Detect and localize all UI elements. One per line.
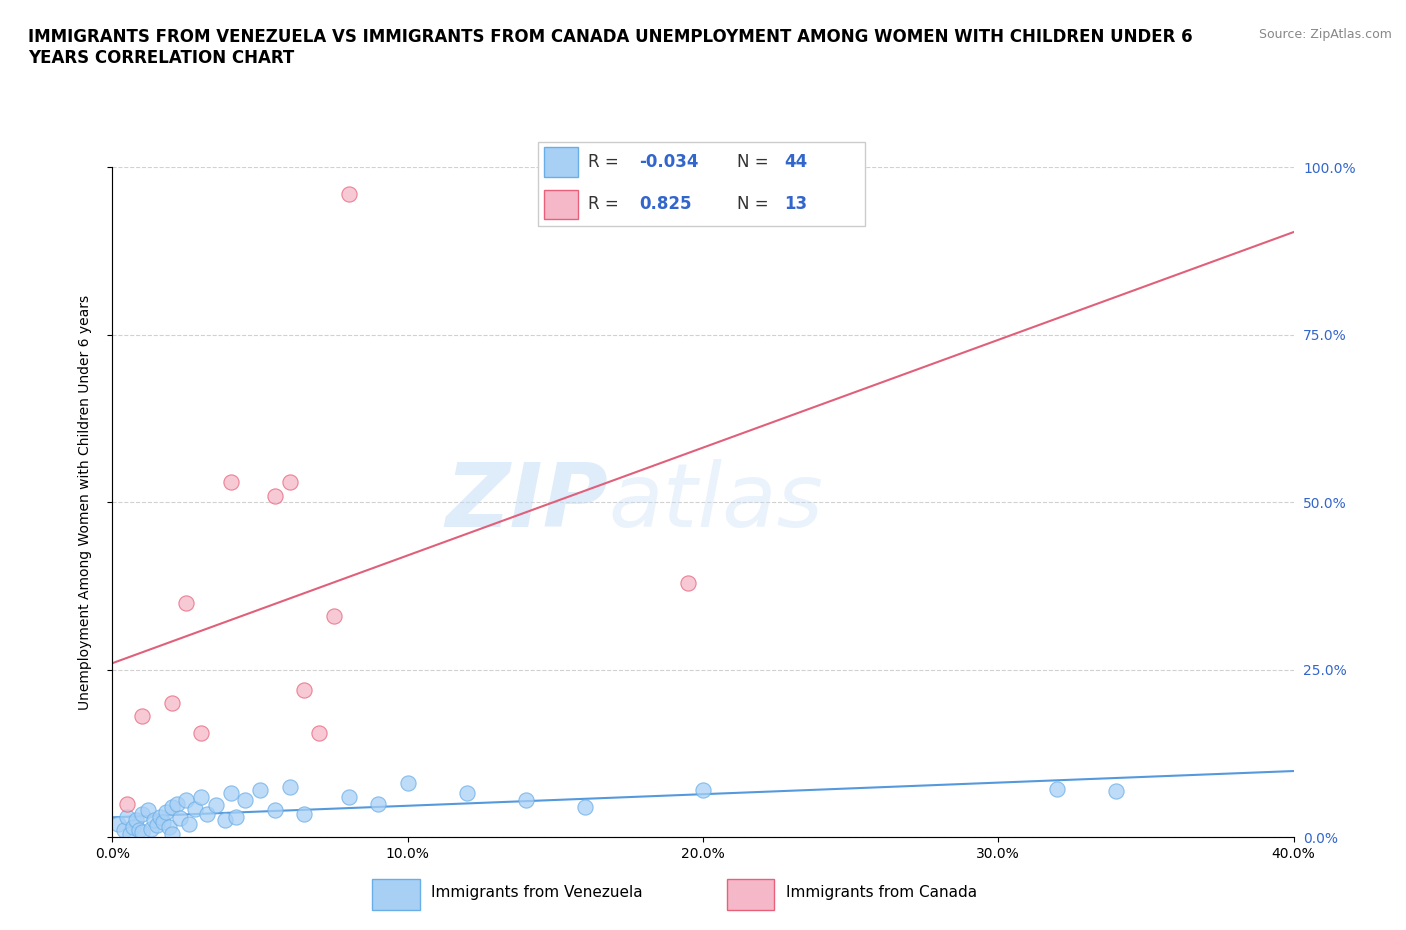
FancyBboxPatch shape bbox=[544, 190, 578, 219]
Point bbox=[117, 796, 138, 811]
Point bbox=[219, 786, 242, 801]
Point bbox=[160, 826, 183, 841]
Text: IMMIGRANTS FROM VENEZUELA VS IMMIGRANTS FROM CANADA UNEMPLOYMENT AMONG WOMEN WIT: IMMIGRANTS FROM VENEZUELA VS IMMIGRANTS … bbox=[28, 28, 1192, 67]
Point bbox=[131, 806, 153, 821]
Point bbox=[195, 806, 218, 821]
Text: Immigrants from Venezuela: Immigrants from Venezuela bbox=[432, 885, 643, 900]
Point bbox=[139, 821, 162, 836]
Text: Source: ZipAtlas.com: Source: ZipAtlas.com bbox=[1258, 28, 1392, 41]
Text: 0.825: 0.825 bbox=[638, 195, 692, 214]
Point bbox=[692, 783, 714, 798]
Point bbox=[160, 696, 183, 711]
Text: N =: N = bbox=[737, 195, 773, 214]
Point bbox=[337, 790, 360, 804]
Point bbox=[278, 474, 301, 489]
Text: R =: R = bbox=[588, 195, 624, 214]
Point bbox=[166, 796, 188, 811]
Point bbox=[1105, 784, 1128, 799]
Point bbox=[1046, 781, 1069, 796]
Point bbox=[264, 488, 287, 503]
FancyBboxPatch shape bbox=[727, 879, 773, 910]
Y-axis label: Unemployment Among Women with Children Under 6 years: Unemployment Among Women with Children U… bbox=[77, 295, 91, 710]
Text: 44: 44 bbox=[785, 153, 807, 171]
FancyBboxPatch shape bbox=[537, 142, 865, 226]
Point bbox=[136, 803, 159, 817]
Point bbox=[149, 809, 172, 824]
Point bbox=[337, 187, 360, 202]
Text: R =: R = bbox=[588, 153, 624, 171]
Point bbox=[190, 790, 212, 804]
Text: Immigrants from Canada: Immigrants from Canada bbox=[786, 885, 977, 900]
FancyBboxPatch shape bbox=[373, 879, 419, 910]
Text: -0.034: -0.034 bbox=[638, 153, 699, 171]
Point bbox=[249, 783, 271, 798]
FancyBboxPatch shape bbox=[544, 148, 578, 177]
Text: atlas: atlas bbox=[609, 459, 824, 545]
Point bbox=[214, 813, 236, 828]
Point bbox=[225, 809, 247, 824]
Text: 13: 13 bbox=[785, 195, 807, 214]
Point bbox=[323, 608, 346, 623]
Point bbox=[117, 809, 138, 824]
Point bbox=[146, 817, 169, 832]
Point bbox=[190, 725, 212, 740]
Point bbox=[278, 779, 301, 794]
Point bbox=[184, 802, 207, 817]
Point bbox=[160, 800, 183, 815]
Point bbox=[169, 811, 191, 826]
Point bbox=[125, 813, 148, 828]
Point bbox=[131, 824, 153, 839]
Point bbox=[233, 792, 256, 807]
Point bbox=[120, 826, 142, 841]
Point bbox=[122, 819, 145, 834]
Point bbox=[107, 817, 129, 831]
Point bbox=[292, 806, 315, 821]
Point bbox=[396, 776, 419, 790]
Point bbox=[174, 792, 197, 807]
Point bbox=[574, 800, 596, 815]
Point bbox=[205, 797, 228, 812]
Point bbox=[456, 786, 478, 801]
Text: ZIP: ZIP bbox=[446, 458, 609, 546]
Point bbox=[174, 595, 197, 610]
Point bbox=[367, 796, 389, 811]
Point bbox=[179, 817, 201, 831]
Text: N =: N = bbox=[737, 153, 773, 171]
Point bbox=[157, 819, 180, 834]
Point bbox=[264, 803, 287, 817]
Point bbox=[142, 813, 165, 828]
Point bbox=[128, 823, 150, 838]
Point bbox=[112, 823, 135, 838]
Point bbox=[155, 804, 177, 819]
Point bbox=[131, 709, 153, 724]
Point bbox=[515, 792, 537, 807]
Point bbox=[308, 725, 330, 740]
Point bbox=[678, 575, 700, 590]
Point bbox=[292, 683, 315, 698]
Point bbox=[219, 474, 242, 489]
Point bbox=[152, 815, 174, 830]
